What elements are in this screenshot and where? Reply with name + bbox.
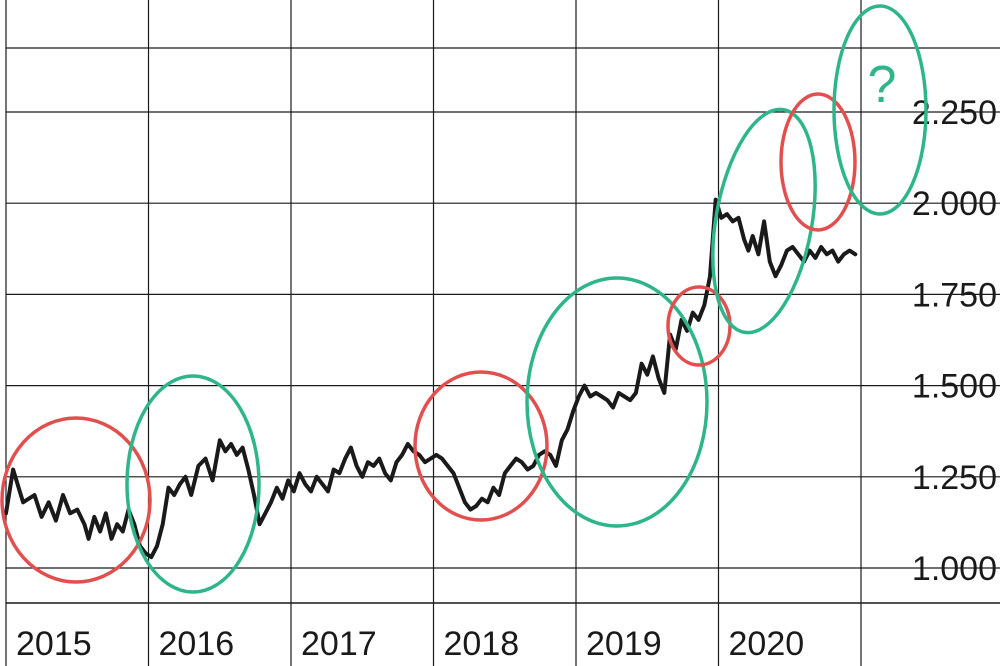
red-annotation-ellipse bbox=[413, 370, 549, 522]
y-tick-label: 1.250 bbox=[912, 459, 997, 497]
red-annotation-ellipse bbox=[779, 92, 857, 232]
y-tick-label: 1.500 bbox=[912, 368, 997, 406]
x-axis-ticks: 2015 2016 2017 2018 2019 2020 bbox=[16, 625, 804, 663]
x-tick-label: 2020 bbox=[729, 625, 805, 663]
annotation-label: ? bbox=[868, 56, 897, 114]
y-tick-label: 1.000 bbox=[912, 550, 997, 588]
y-tick-label: 2.000 bbox=[912, 185, 997, 223]
y-tick-label: 1.750 bbox=[912, 276, 997, 314]
green-annotation-ellipse bbox=[832, 4, 928, 216]
green-annotation-ellipse bbox=[125, 374, 261, 594]
grid-lines bbox=[5, 0, 1000, 666]
annotation-ellipses: ? bbox=[0, 4, 928, 594]
x-tick-label: 2017 bbox=[301, 625, 377, 663]
x-tick-label: 2019 bbox=[586, 625, 662, 663]
x-tick-label: 2015 bbox=[16, 625, 92, 663]
x-tick-label: 2016 bbox=[159, 625, 235, 663]
series-line bbox=[4, 197, 858, 560]
x-tick-label: 2018 bbox=[444, 625, 520, 663]
red-annotation-ellipse bbox=[0, 416, 152, 584]
green-annotation-ellipse bbox=[525, 276, 709, 528]
